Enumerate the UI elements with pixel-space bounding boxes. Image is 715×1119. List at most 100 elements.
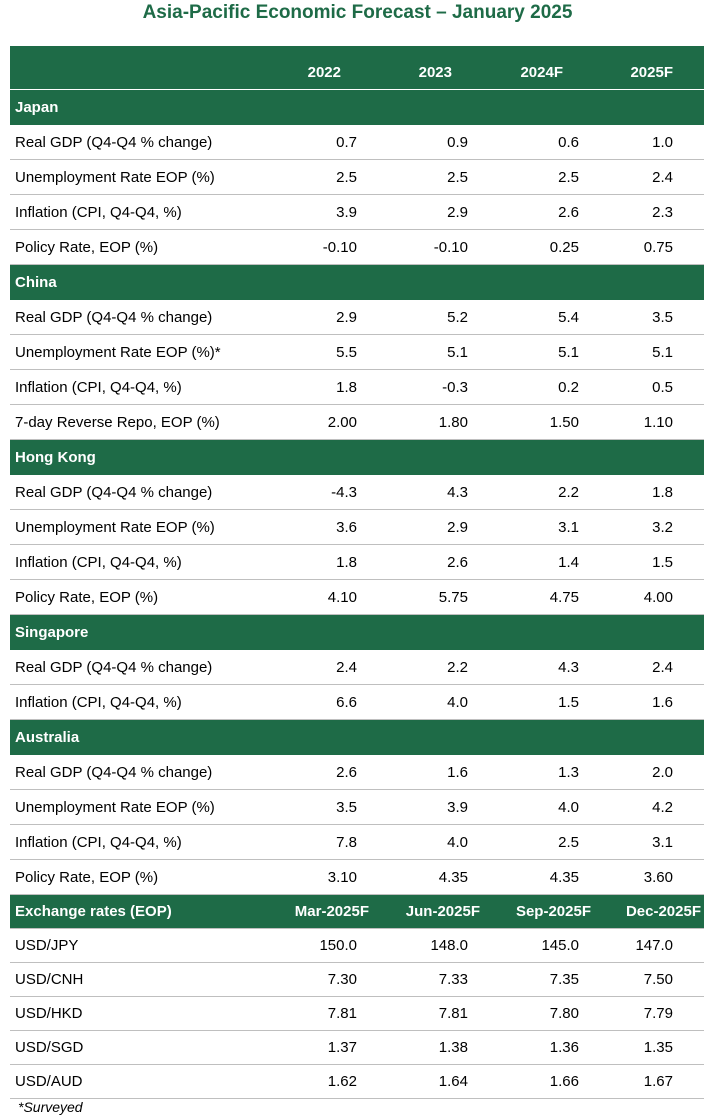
table-row: Real GDP (Q4-Q4 % change) 2.6 1.6 1.3 2.… — [10, 755, 704, 790]
cell-value: 7.8 — [336, 833, 357, 851]
cell-value: 7.80 — [549, 1005, 579, 1022]
row-label: Unemployment Rate EOP (%)* — [15, 343, 221, 361]
exchange-rates-header-row: Exchange rates (EOP) Mar-2025F Jun-2025F… — [10, 895, 704, 929]
cell-value: 5.1 — [558, 343, 579, 361]
row-label: Unemployment Rate EOP (%) — [15, 168, 215, 186]
cell-value: 1.5 — [558, 693, 579, 711]
row-label: Policy Rate, EOP (%) — [15, 588, 159, 606]
table-row: Unemployment Rate EOP (%) 3.5 3.9 4.0 4.… — [10, 790, 704, 825]
row-label: Inflation (CPI, Q4-Q4, %) — [15, 553, 182, 571]
cell-value: 1.6 — [447, 763, 468, 781]
header-cell-exchange-rates: Exchange rates (EOP) — [15, 903, 172, 920]
section-header-hong-kong: Hong Kong — [10, 440, 704, 475]
table-row: Inflation (CPI, Q4-Q4, %) 7.8 4.0 2.5 3.… — [10, 825, 704, 860]
cell-value: -0.3 — [442, 378, 468, 396]
cell-value: 7.50 — [643, 971, 673, 988]
cell-value: 1.4 — [558, 553, 579, 571]
cell-value: 1.8 — [652, 483, 673, 501]
cell-value: 5.75 — [438, 588, 468, 606]
table-row: 7-day Reverse Repo, EOP (%) 2.00 1.80 1.… — [10, 405, 704, 440]
row-label: USD/CNH — [15, 971, 84, 988]
row-label: Policy Rate, EOP (%) — [15, 238, 159, 256]
row-label: USD/SGD — [15, 1039, 84, 1056]
cell-value: 2.6 — [447, 553, 468, 571]
cell-value: 7.79 — [643, 1005, 673, 1022]
table-row: Inflation (CPI, Q4-Q4, %) 3.9 2.9 2.6 2.… — [10, 195, 704, 230]
cell-value: 1.37 — [327, 1039, 357, 1056]
cell-value: 5.5 — [336, 343, 357, 361]
table-row: USD/JPY 150.0 148.0 145.0 147.0 — [10, 929, 704, 963]
cell-value: 5.1 — [652, 343, 673, 361]
cell-value: -4.3 — [331, 483, 357, 501]
cell-value: 4.3 — [558, 658, 579, 676]
row-label: Inflation (CPI, Q4-Q4, %) — [15, 378, 182, 396]
table-header-row: 2022 2023 2024F 2025F — [10, 46, 704, 90]
table-row: Unemployment Rate EOP (%)* 5.5 5.1 5.1 5… — [10, 335, 704, 370]
cell-value: 1.66 — [549, 1073, 579, 1090]
cell-value: 7.30 — [327, 971, 357, 988]
cell-value: 4.10 — [327, 588, 357, 606]
table-row: Unemployment Rate EOP (%) 3.6 2.9 3.1 3.… — [10, 510, 704, 545]
cell-value: 1.8 — [336, 553, 357, 571]
cell-value: 3.2 — [652, 518, 673, 536]
cell-value: 1.62 — [327, 1073, 357, 1090]
cell-value: 2.5 — [558, 833, 579, 851]
cell-value: 2.6 — [558, 203, 579, 221]
cell-value: 2.5 — [558, 168, 579, 186]
header-cell-2024f: 2024F — [520, 64, 563, 81]
row-label: USD/HKD — [15, 1005, 83, 1022]
row-label: USD/JPY — [15, 937, 79, 954]
header-cell-sep-2025f: Sep-2025F — [515, 903, 591, 920]
cell-value: 7.33 — [438, 971, 468, 988]
table-row: Inflation (CPI, Q4-Q4, %) 1.8 2.6 1.4 1.… — [10, 545, 704, 580]
row-label: Real GDP (Q4-Q4 % change) — [15, 483, 213, 501]
table-row: Policy Rate, EOP (%) 3.10 4.35 4.35 3.60 — [10, 860, 704, 895]
cell-value: 4.75 — [549, 588, 579, 606]
table-row: Real GDP (Q4-Q4 % change) 0.7 0.9 0.6 1.… — [10, 125, 704, 160]
table-row: Real GDP (Q4-Q4 % change) 2.4 2.2 4.3 2.… — [10, 650, 704, 685]
cell-value: 1.80 — [438, 413, 468, 431]
cell-value: 2.3 — [652, 203, 673, 221]
forecast-table: 2022 2023 2024F 2025F Japan Real GDP (Q4… — [10, 46, 704, 1099]
cell-value: 0.9 — [447, 133, 468, 151]
row-label: Unemployment Rate EOP (%) — [15, 518, 215, 536]
cell-value: 4.3 — [447, 483, 468, 501]
table-row: Policy Rate, EOP (%) -0.10 -0.10 0.25 0.… — [10, 230, 704, 265]
cell-value: 150.0 — [319, 937, 357, 954]
section-header-japan: Japan — [10, 90, 704, 125]
cell-value: 6.6 — [336, 693, 357, 711]
cell-value: 3.1 — [558, 518, 579, 536]
cell-value: 2.9 — [447, 518, 468, 536]
section-title: Singapore — [15, 624, 89, 641]
footnote: *Surveyed — [18, 1099, 83, 1115]
cell-value: 1.38 — [438, 1039, 468, 1056]
table-row: USD/SGD 1.37 1.38 1.36 1.35 — [10, 1031, 704, 1065]
cell-value: 0.75 — [643, 238, 673, 256]
section-header-australia: Australia — [10, 720, 704, 755]
cell-value: 1.3 — [558, 763, 579, 781]
cell-value: 3.5 — [336, 798, 357, 816]
cell-value: 0.2 — [558, 378, 579, 396]
cell-value: 7.81 — [327, 1005, 357, 1022]
row-label: Policy Rate, EOP (%) — [15, 868, 159, 886]
cell-value: 3.6 — [336, 518, 357, 536]
cell-value: 4.0 — [447, 833, 468, 851]
header-cell-mar-2025f: Mar-2025F — [294, 903, 369, 920]
section-title: Australia — [15, 729, 80, 746]
table-row: Inflation (CPI, Q4-Q4, %) 1.8 -0.3 0.2 0… — [10, 370, 704, 405]
table-row: USD/HKD 7.81 7.81 7.80 7.79 — [10, 997, 704, 1031]
row-label: Inflation (CPI, Q4-Q4, %) — [15, 833, 182, 851]
cell-value: 148.0 — [430, 937, 468, 954]
table-row: Unemployment Rate EOP (%) 2.5 2.5 2.5 2.… — [10, 160, 704, 195]
row-label: 7-day Reverse Repo, EOP (%) — [15, 413, 220, 431]
header-cell-2022: 2022 — [307, 64, 341, 81]
table-row: USD/CNH 7.30 7.33 7.35 7.50 — [10, 963, 704, 997]
cell-value: 2.5 — [336, 168, 357, 186]
cell-value: 147.0 — [635, 937, 673, 954]
cell-value: 5.4 — [558, 308, 579, 326]
cell-value: 3.60 — [643, 868, 673, 886]
section-header-china: China — [10, 265, 704, 300]
cell-value: 0.7 — [336, 133, 357, 151]
cell-value: 3.9 — [336, 203, 357, 221]
cell-value: 1.50 — [549, 413, 579, 431]
